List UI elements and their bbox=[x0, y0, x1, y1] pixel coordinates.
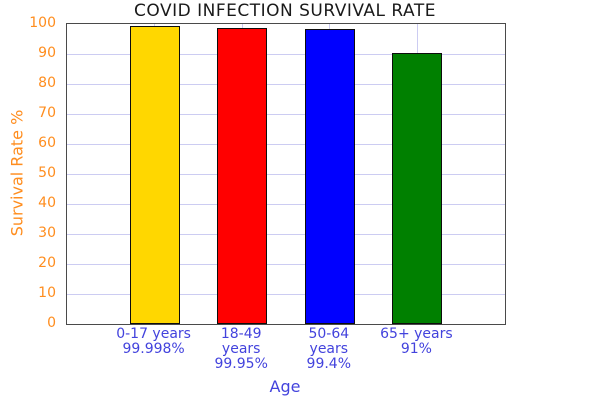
chart-title: COVID INFECTION SURVIVAL RATE bbox=[134, 1, 436, 21]
x-tick-0-17-years: 0-17 years 99.998% bbox=[99, 327, 209, 357]
x-tick-line: 50-64 bbox=[308, 326, 350, 342]
y-tick-20: 20 bbox=[38, 255, 56, 271]
y-tick-50: 50 bbox=[38, 165, 56, 181]
y-axis-tick-labels: 0 10 20 30 40 50 60 70 80 90 100 bbox=[0, 0, 61, 406]
y-tick-60: 60 bbox=[38, 135, 56, 151]
bar-0-17-years bbox=[129, 25, 180, 324]
plot-area bbox=[66, 23, 506, 325]
bar-18-49-years bbox=[217, 27, 268, 324]
gridline-h-10 bbox=[67, 293, 505, 295]
x-tick-line: years bbox=[221, 341, 261, 357]
x-tick-18-49-years: 18-49 years 99.95% bbox=[186, 327, 296, 372]
y-tick-100: 100 bbox=[29, 15, 56, 31]
x-tick-line: 0-17 years bbox=[116, 326, 191, 342]
y-tick-40: 40 bbox=[38, 195, 56, 211]
x-tick-65-plus-years: 65+ years 91% bbox=[361, 327, 471, 357]
gridline-h-30 bbox=[67, 233, 505, 235]
gridline-h-20 bbox=[67, 263, 505, 265]
gridline-h-90 bbox=[67, 53, 505, 55]
bar-50-64-years bbox=[304, 29, 355, 324]
x-tick-line: 91% bbox=[400, 341, 432, 357]
y-tick-0: 0 bbox=[47, 315, 56, 331]
gridline-h-80 bbox=[67, 83, 505, 85]
x-axis-label: Age bbox=[269, 377, 301, 396]
x-tick-50-64-years: 50-64 years 99.4% bbox=[274, 327, 384, 372]
y-tick-80: 80 bbox=[38, 75, 56, 91]
x-tick-line: 99.4% bbox=[306, 356, 352, 372]
x-tick-line: 99.998% bbox=[122, 341, 185, 357]
bar-65-plus-years bbox=[392, 53, 443, 324]
y-tick-90: 90 bbox=[38, 45, 56, 61]
gridline-h-50 bbox=[67, 173, 505, 175]
gridline-h-40 bbox=[67, 203, 505, 205]
x-tick-line: years bbox=[309, 341, 349, 357]
x-tick-line: 18-49 bbox=[220, 326, 262, 342]
y-tick-70: 70 bbox=[38, 105, 56, 121]
x-tick-line: 99.95% bbox=[214, 356, 268, 372]
gridline-h-70 bbox=[67, 113, 505, 115]
gridline-h-60 bbox=[67, 143, 505, 145]
y-tick-10: 10 bbox=[38, 285, 56, 301]
x-tick-line: 65+ years bbox=[380, 326, 453, 342]
y-tick-30: 30 bbox=[38, 225, 56, 241]
